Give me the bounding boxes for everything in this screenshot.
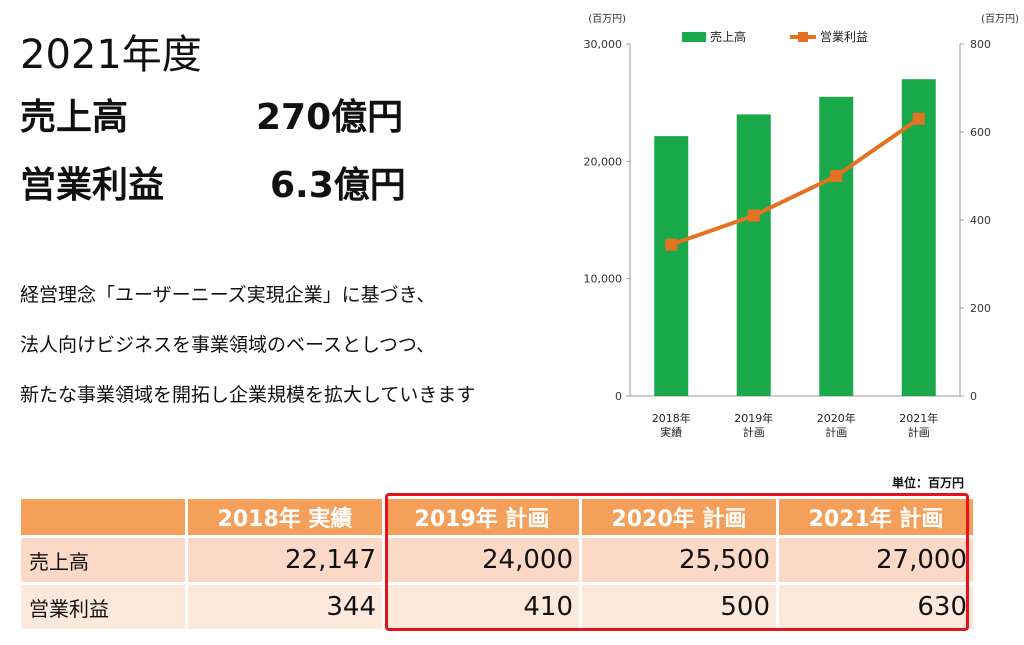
- plan-highlight-box: [385, 493, 969, 631]
- description-line: 法人向けビジネスを事業領域のベースとしつつ、: [20, 334, 436, 356]
- table-row: 売上高 22,147 24,000 25,500 27,000: [21, 538, 973, 582]
- left-axis-unit: (百万円): [588, 13, 626, 25]
- table-cell: 25,500: [582, 538, 776, 582]
- table-cell: 22,147: [188, 538, 382, 582]
- unit-note: 単位：百万円: [891, 476, 964, 490]
- table-header-cell: 2019年 計画: [385, 499, 579, 535]
- row-label: 売上高: [21, 538, 185, 582]
- category-label: 2020年: [817, 411, 856, 425]
- right-tick-label: 400: [970, 214, 991, 227]
- legend-sales-swatch: [682, 32, 706, 42]
- table-header-cell: 2018年 実績: [188, 499, 382, 535]
- table-row: 営業利益 344 410 500 630: [21, 585, 973, 629]
- table-cell: 410: [385, 585, 579, 629]
- sales-kpi: 売上高 270億円: [20, 88, 403, 140]
- profit-kpi-label: 営業利益: [20, 165, 165, 206]
- table-header-cell: 2020年 計画: [582, 499, 776, 535]
- legend-profit-label: 営業利益: [820, 30, 868, 44]
- table-header-row: 2018年 実績 2019年 計画 2020年 計画 2021年 計画: [21, 499, 973, 535]
- category-sublabel: 計画: [908, 425, 930, 439]
- profit-point: [912, 112, 925, 125]
- row-label: 営業利益: [21, 585, 185, 629]
- table-cell: 630: [779, 585, 973, 629]
- description-line: 新たな事業領域を開拓し企業規模を拡大していきます: [20, 384, 476, 406]
- table-cell: 24,000: [385, 538, 579, 582]
- fiscal-year-title: 2021年度: [20, 32, 202, 78]
- left-tick-label: 20,000: [584, 155, 623, 168]
- right-tick-label: 600: [970, 126, 991, 139]
- category-label: 2018年: [652, 411, 691, 425]
- left-tick-label: 0: [615, 390, 622, 403]
- right-axis-unit: (百万円): [981, 13, 1019, 25]
- legend-sales-label: 売上高: [710, 29, 746, 44]
- sales-kpi-label: 売上高: [20, 97, 129, 138]
- table-header-cell: 2021年 計画: [779, 499, 973, 535]
- profit-point: [665, 238, 678, 251]
- profit-kpi: 営業利益 6.3億円: [20, 156, 406, 208]
- sales-bar: [819, 96, 854, 397]
- left-tick-label: 10,000: [584, 273, 623, 286]
- profit-point: [830, 170, 843, 182]
- sales-bar: [736, 114, 771, 397]
- sales-bar: [654, 136, 689, 397]
- category-label: 2019年: [734, 411, 773, 425]
- table-header-cell: [21, 499, 185, 535]
- sales-kpi-value: 270億円: [256, 97, 404, 138]
- sales-profit-chart: (百万円) (百万円) 0 10,000 20,000 30,000 0 200 400 600 8…: [584, 13, 1019, 439]
- right-tick-label: 800: [970, 38, 991, 51]
- profit-kpi-value: 6.3億円: [270, 165, 406, 206]
- category-sublabel: 実績: [660, 425, 682, 439]
- profit-line: [670, 117, 920, 247]
- category-sublabel: 計画: [825, 425, 847, 439]
- sales-bar: [901, 79, 936, 396]
- category-sublabel: 計画: [743, 425, 765, 439]
- profit-point: [747, 209, 760, 222]
- financial-table: 2018年 実績 2019年 計画 2020年 計画 2021年 計画 売上高 …: [18, 496, 976, 632]
- table-cell: 27,000: [779, 538, 973, 582]
- right-tick-label: 200: [970, 302, 991, 315]
- right-tick-label: 0: [970, 390, 977, 403]
- table-cell: 344: [188, 585, 382, 629]
- table-cell: 500: [582, 585, 776, 629]
- description-line: 経営理念「ユーザーニーズ実現企業」に基づき、: [20, 284, 436, 306]
- legend-profit-marker: [798, 32, 808, 42]
- category-label: 2021年: [899, 411, 938, 425]
- left-tick-label: 30,000: [584, 38, 623, 51]
